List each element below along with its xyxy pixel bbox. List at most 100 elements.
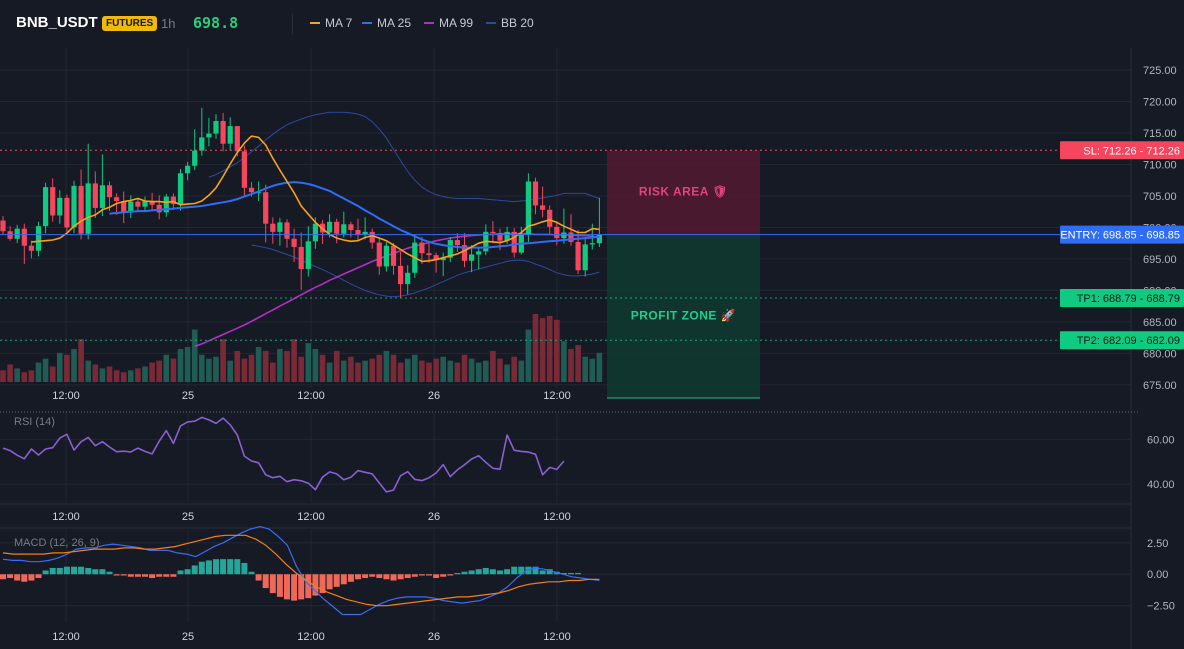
candle: [291, 228, 297, 263]
macd-histogram-bar: [411, 574, 418, 577]
volume-bar: [333, 350, 340, 382]
risk-zone-label: RISK AREA 🛡: [639, 184, 728, 198]
volume-bar: [383, 350, 390, 382]
candle-body: [568, 232, 574, 242]
macd-histogram-bar: [7, 574, 14, 579]
time-tick-label: 12:00: [52, 631, 80, 643]
candle-body: [341, 224, 347, 234]
candle-body: [177, 173, 184, 205]
volume-bar: [135, 368, 141, 382]
volume-bar: [248, 354, 255, 382]
candle: [433, 252, 439, 273]
legend-bb20[interactable]: BB 20: [486, 16, 534, 30]
volume-bar: [57, 352, 63, 382]
macd-histogram-bar: [511, 566, 518, 575]
volume-bar: [596, 352, 603, 382]
macd-histogram-bar: [447, 574, 454, 576]
macd-histogram-bar: [241, 562, 248, 575]
interval-selector[interactable]: 1h: [161, 16, 176, 31]
macd-histogram-bar: [560, 572, 567, 575]
candle-body: [554, 226, 560, 239]
volume-bar: [412, 354, 418, 382]
candle: [85, 143, 91, 240]
legend-ma99[interactable]: MA 99: [424, 16, 473, 30]
ma25-swatch: [362, 22, 372, 24]
time-tick-label: 12:00: [297, 390, 325, 402]
time-tick-label: 12:00: [543, 511, 571, 523]
macd-histogram-bar: [376, 574, 383, 579]
macd-histogram-bar: [497, 570, 503, 575]
candle: [305, 226, 311, 277]
candle: [476, 247, 482, 269]
candle: [213, 114, 219, 139]
macd-histogram-bar: [14, 574, 21, 581]
candle: [355, 218, 361, 242]
volume-bar: [191, 329, 198, 382]
candle-body: [447, 240, 453, 258]
candle: [185, 161, 191, 181]
legend-ma7-label: MA 7: [325, 16, 353, 30]
macd-histogram-bar: [156, 574, 163, 577]
volume-bar: [284, 350, 290, 382]
macd-histogram-bar: [482, 567, 489, 575]
candle-body: [135, 201, 141, 207]
macd-histogram-bar: [369, 574, 376, 577]
time-tick-label: 12:00: [52, 511, 80, 523]
volume-bar: [511, 356, 517, 382]
ma7-swatch: [310, 22, 320, 24]
candle-body: [121, 201, 127, 213]
candle-body: [426, 253, 432, 256]
rsi-line: [2, 416, 565, 493]
macd-histogram-bar: [489, 569, 496, 575]
candle: [284, 219, 290, 248]
price-line-tag: [1060, 225, 1184, 244]
candle-body: [362, 231, 368, 235]
candle-body: [114, 197, 120, 201]
risk-zone: [607, 150, 760, 235]
candle: [7, 226, 13, 241]
volume-bar: [21, 372, 28, 382]
candle: [220, 112, 226, 152]
candle-body: [57, 197, 63, 216]
volume-bar: [206, 358, 212, 382]
candle-body: [461, 245, 468, 261]
candle: [121, 191, 127, 224]
rsi-pane: 60.00 40.00 RSI (14) 12:00 25 12:00 26 12:00: [0, 413, 1175, 529]
price-line-tag-label: ENTRY: 698.85 - 698.85: [1060, 230, 1180, 242]
candle-body: [0, 220, 6, 232]
candle: [43, 182, 49, 234]
symbol-name[interactable]: BNB_USDT: [16, 14, 98, 31]
candle: [177, 168, 184, 211]
legend-bb20-label: BB 20: [501, 16, 534, 30]
candle-body: [596, 235, 602, 244]
volume-bar: [270, 362, 276, 382]
volume-bar: [433, 358, 439, 382]
candle: [469, 245, 475, 273]
volume-bar: [326, 362, 333, 382]
legend-ma7[interactable]: MA 7: [310, 16, 352, 30]
candle-body: [106, 185, 113, 198]
macd-histogram-bar: [362, 574, 369, 579]
candle: [540, 186, 546, 218]
legend-ma99-label: MA 99: [439, 16, 474, 30]
candle: [71, 180, 77, 234]
macd-histogram-bar: [134, 574, 141, 577]
candle: [525, 173, 531, 242]
candle: [21, 223, 27, 264]
price-line-tag: [1060, 331, 1184, 350]
price-line-tag: [1060, 141, 1184, 160]
candle-body: [369, 231, 375, 243]
time-tick-label: 12:00: [297, 511, 325, 523]
candle-body: [589, 243, 595, 245]
candle-body: [227, 126, 233, 144]
time-tick-label: 26: [428, 390, 440, 402]
price-pane: RISK AREA 🛡 PROFIT ZONE 🚀 725.00 720.00 715.…: [0, 48, 1184, 649]
candle: [50, 178, 56, 222]
candle: [575, 229, 581, 275]
legend-ma25[interactable]: MA 25: [362, 16, 411, 30]
macd-tick-label: 0.00: [1147, 569, 1168, 581]
volume-bar: [447, 360, 454, 382]
volume-bar: [575, 345, 581, 382]
bb20-swatch: [486, 22, 496, 24]
